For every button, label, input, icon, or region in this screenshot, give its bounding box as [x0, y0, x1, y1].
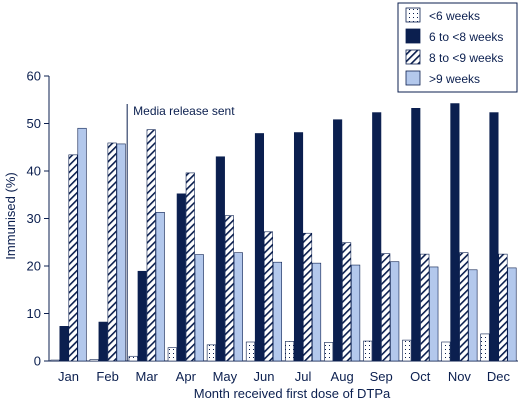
legend-label: >9 weeks [429, 72, 480, 86]
y-tick-label: 60 [27, 69, 41, 84]
bar-may-series-1 [215, 156, 225, 362]
bar-oct-series-0 [402, 339, 412, 362]
bar-feb-series-1 [98, 321, 108, 362]
bar-sep-series-2 [381, 253, 391, 362]
bar-aug-series-3 [351, 264, 361, 362]
bar-apr-series-3 [194, 254, 204, 362]
legend-label: 8 to <9 weeks [429, 51, 503, 65]
bar-jan-series-2 [68, 154, 78, 362]
bar-dec-series-1 [489, 112, 499, 362]
bars: Jan Feb Mar Apr May Jun Jul Aug Sep Oct Nov Dec [50, 103, 517, 384]
bar-feb-series-2 [107, 142, 117, 362]
legend-swatch [405, 28, 421, 44]
bar-aug-series-2 [342, 242, 352, 362]
bar-nov-series-3 [468, 269, 478, 362]
media-release-label: Media release sent [133, 104, 235, 118]
legend-swatch [405, 70, 421, 86]
bar-jan-series-3 [77, 127, 87, 362]
bar-may-series-2 [224, 215, 234, 362]
bar-jul-series-3 [311, 262, 322, 362]
y-tick-label: 40 [27, 164, 41, 179]
bar-apr-series-0 [167, 347, 177, 362]
bar-feb-series-0 [89, 359, 99, 362]
bar-dec-series-2 [498, 253, 508, 362]
x-tick-label: Aug [331, 369, 354, 384]
bar-mar-series-2 [146, 129, 156, 362]
bar-oct-series-2 [420, 253, 430, 362]
x-tick-label: Dec [487, 369, 511, 384]
bar-aug-series-1 [333, 119, 343, 362]
bar-jun-series-2 [263, 231, 274, 362]
bar-apr-series-1 [176, 193, 186, 362]
bar-apr-series-2 [185, 172, 195, 362]
x-tick-label: Sep [370, 369, 393, 384]
bar-mar-series-1 [137, 270, 147, 362]
x-axis-label: Month received first dose of DTPa [194, 386, 391, 401]
x-tick-label: May [213, 369, 238, 384]
bar-mar-series-3 [155, 212, 165, 362]
bar-dec-series-0 [480, 333, 490, 362]
bar-jan-series-1 [59, 326, 69, 362]
bar-mar-series-0 [128, 355, 138, 362]
x-tick-label: Feb [96, 369, 118, 384]
bar-jun-series-0 [245, 341, 256, 362]
legend-label: <6 weeks [429, 9, 480, 23]
bar-sep-series-1 [372, 112, 382, 362]
bar-jun-series-3 [272, 261, 283, 362]
x-tick-label: Mar [136, 369, 159, 384]
bar-feb-series-3 [116, 143, 126, 362]
bar-sep-series-0 [363, 340, 373, 362]
x-tick-label: Apr [176, 369, 197, 384]
bar-nov-series-1 [450, 103, 460, 362]
y-tick-label: 50 [27, 116, 41, 131]
bar-nov-series-0 [441, 341, 451, 362]
y-tick-label: 0 [34, 354, 41, 369]
y-tick-label: 10 [27, 306, 41, 321]
bar-oct-series-3 [429, 266, 439, 362]
x-tick-label: Jun [253, 369, 274, 384]
legend-label: 6 to <8 weeks [429, 30, 503, 44]
legend-swatch [405, 7, 421, 23]
legend: <6 weeks 6 to <8 weeks 8 to <9 weeks >9 wee… [397, 2, 518, 93]
x-tick-label: Jul [295, 369, 312, 384]
bar-nov-series-2 [459, 252, 469, 362]
bar-aug-series-0 [324, 342, 334, 362]
bar-may-series-0 [206, 344, 216, 362]
bar-jul-series-0 [284, 341, 295, 362]
x-tick-label: Nov [448, 369, 472, 384]
bar-jan-series-0 [50, 359, 60, 362]
bar-jul-series-2 [302, 232, 313, 362]
y-tick-label: 30 [27, 211, 41, 226]
y-tick-label: 20 [27, 259, 41, 274]
y-axis-label: Immunised (%) [3, 172, 18, 259]
x-tick-label: Jan [58, 369, 79, 384]
bar-oct-series-1 [411, 108, 421, 362]
x-tick-label: Oct [410, 369, 431, 384]
bar-sep-series-3 [390, 261, 400, 362]
annotations: Media release sent [126, 104, 235, 361]
bar-may-series-3 [233, 252, 243, 362]
bar-jul-series-1 [293, 132, 304, 362]
bar-dec-series-3 [507, 267, 517, 362]
legend-swatch [405, 49, 421, 65]
bar-jun-series-1 [254, 133, 265, 362]
